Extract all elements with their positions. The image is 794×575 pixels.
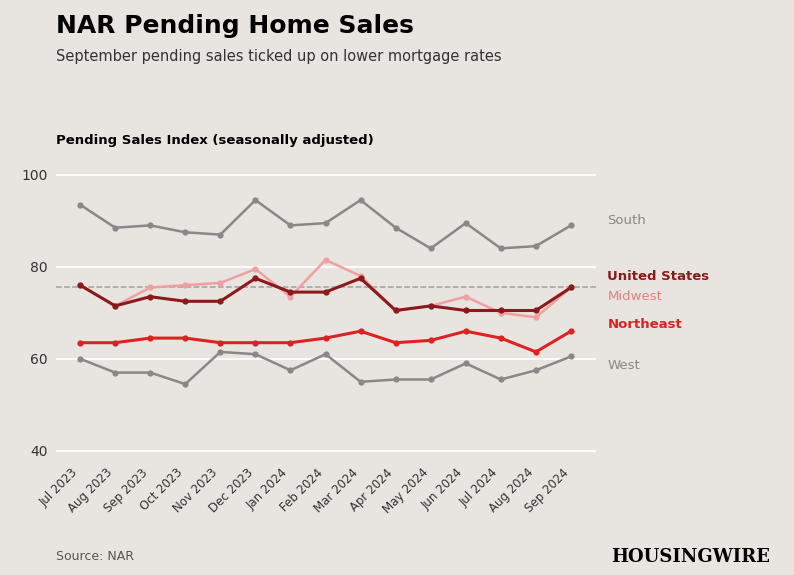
Text: September pending sales ticked up on lower mortgage rates: September pending sales ticked up on low… (56, 49, 501, 64)
Text: South: South (607, 214, 646, 227)
Text: NAR Pending Home Sales: NAR Pending Home Sales (56, 14, 414, 39)
Text: West: West (607, 359, 640, 372)
Text: Pending Sales Index (seasonally adjusted): Pending Sales Index (seasonally adjusted… (56, 133, 373, 147)
Text: HOUSINGWIRE: HOUSINGWIRE (611, 549, 770, 566)
Text: Northeast: Northeast (607, 318, 682, 331)
Text: United States: United States (607, 270, 710, 282)
Text: Midwest: Midwest (607, 290, 662, 303)
Text: Source: NAR: Source: NAR (56, 550, 133, 564)
